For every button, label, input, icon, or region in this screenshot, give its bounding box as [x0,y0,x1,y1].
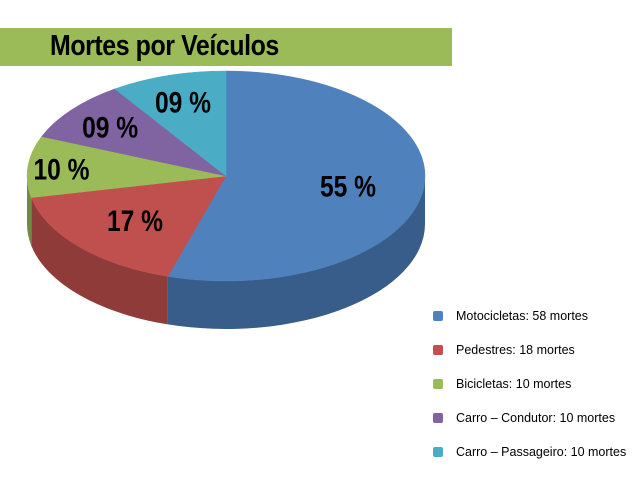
chart-legend: Motocicletas: 58 mortes Pedestres: 18 mo… [430,303,640,473]
pie-slice-2 [26,136,227,198]
pie-side-0 [167,176,425,329]
legend-item-pedestres: Pedestres: 18 mortes [430,337,640,371]
legend-label: Bicicletas: 10 mortes [456,377,572,391]
chart-title: Mortes por Veículos [50,30,279,62]
pie-tops [26,70,426,282]
pie-percent-label-1: 17 % [107,204,163,238]
pie-side-1 [31,197,168,325]
pie-slice-0 [167,70,426,282]
legend-swatch [433,345,443,355]
legend-swatch [433,413,443,423]
legend-item-carro-passageiro: Carro – Passageiro: 10 mortes [430,439,640,473]
pie-sides [27,176,425,329]
pie-labels: 55 % 17 % 10 % 09 % 09 % [33,85,376,237]
pie-percent-label-3: 09 % [82,110,138,144]
legend-label: Carro – Passageiro: 10 mortes [456,445,627,459]
pie-percent-label-0: 55 % [320,169,376,203]
legend-swatch [433,447,443,457]
legend-label: Carro – Condutor: 10 mortes [456,411,616,425]
pie-percent-label-4: 09 % [155,85,211,119]
legend-item-carro-condutor: Carro – Condutor: 10 mortes [430,405,640,439]
pie-slice-4 [114,70,227,177]
pie-slice-1 [30,175,227,277]
legend-label: Motocicletas: 58 mortes [456,309,588,323]
legend-label: Pedestres: 18 mortes [456,343,575,357]
legend-swatch [433,379,443,389]
pie-percent-label-2: 10 % [33,152,89,186]
legend-swatch [433,311,443,321]
chart-title-bar: Mortes por Veículos [0,28,452,66]
pie-slice-3 [41,88,227,177]
legend-item-motocicletas: Motocicletas: 58 mortes [430,303,640,337]
pie-side-2 [27,176,32,246]
legend-item-bicicletas: Bicicletas: 10 mortes [430,371,640,405]
